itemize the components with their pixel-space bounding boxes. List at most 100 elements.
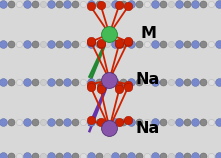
Point (57, 81, 61, 83)
Point (99, 88, 102, 90)
Point (65, 3, 69, 5)
Point (65, 120, 69, 123)
Point (42, 81, 45, 83)
Point (2, 155, 5, 158)
Point (10, 81, 13, 83)
Point (121, 3, 125, 5)
Point (161, 3, 165, 5)
Text: Na: Na (136, 121, 160, 136)
Point (25, 3, 29, 5)
Point (89, 81, 93, 83)
Point (201, 155, 205, 158)
Point (89, 3, 93, 5)
Point (126, 41, 130, 43)
Point (193, 3, 197, 5)
Point (89, 83, 92, 86)
Point (145, 81, 149, 83)
Point (105, 81, 109, 83)
Point (169, 155, 173, 158)
Point (73, 120, 77, 123)
Point (129, 43, 133, 46)
Point (145, 155, 149, 158)
Point (161, 43, 165, 46)
Point (105, 155, 109, 158)
Point (209, 43, 213, 46)
Point (33, 43, 37, 46)
Point (113, 3, 117, 5)
Point (25, 120, 29, 123)
Point (129, 81, 133, 83)
Point (10, 43, 13, 46)
Point (73, 155, 77, 158)
Point (217, 43, 221, 46)
Point (10, 3, 13, 5)
Point (121, 81, 125, 83)
Point (209, 155, 213, 158)
Point (201, 81, 205, 83)
Point (105, 120, 109, 123)
Point (81, 155, 85, 158)
Point (17, 155, 21, 158)
Point (73, 3, 77, 5)
Point (2, 81, 5, 83)
Point (50, 43, 53, 46)
Point (177, 43, 181, 46)
Point (97, 81, 101, 83)
Point (97, 3, 101, 5)
Point (217, 155, 221, 158)
Point (89, 118, 92, 121)
Point (177, 155, 181, 158)
Point (89, 86, 92, 88)
Point (129, 3, 133, 5)
Point (185, 43, 189, 46)
Point (65, 81, 69, 83)
Point (89, 120, 93, 123)
Point (193, 43, 197, 46)
Point (10, 155, 13, 158)
Point (17, 120, 21, 123)
Point (108, 79, 111, 81)
Point (161, 155, 165, 158)
Point (89, 40, 92, 43)
Point (2, 43, 5, 46)
Point (169, 3, 173, 5)
Point (137, 120, 141, 123)
Point (185, 3, 189, 5)
Point (121, 120, 125, 123)
Point (209, 81, 213, 83)
Point (113, 43, 117, 46)
Point (217, 3, 221, 5)
Point (201, 3, 205, 5)
Point (126, 5, 130, 8)
Point (42, 3, 45, 5)
Point (50, 120, 53, 123)
Point (42, 43, 45, 46)
Point (73, 43, 77, 46)
Point (17, 3, 21, 5)
Point (153, 81, 157, 83)
Point (25, 81, 29, 83)
Point (25, 155, 29, 158)
Point (169, 120, 173, 123)
Point (153, 155, 157, 158)
Point (126, 118, 130, 121)
Point (105, 3, 109, 5)
Point (42, 120, 45, 123)
Point (153, 120, 157, 123)
Point (81, 120, 85, 123)
Point (118, 3, 121, 6)
Point (118, 43, 121, 46)
Point (161, 81, 165, 83)
Point (185, 120, 189, 123)
Point (145, 120, 149, 123)
Point (81, 3, 85, 5)
Point (118, 88, 121, 90)
Point (89, 43, 93, 46)
Point (65, 43, 69, 46)
Point (50, 81, 53, 83)
Point (118, 42, 121, 45)
Point (201, 43, 205, 46)
Point (137, 155, 141, 158)
Point (2, 120, 5, 123)
Point (169, 43, 173, 46)
